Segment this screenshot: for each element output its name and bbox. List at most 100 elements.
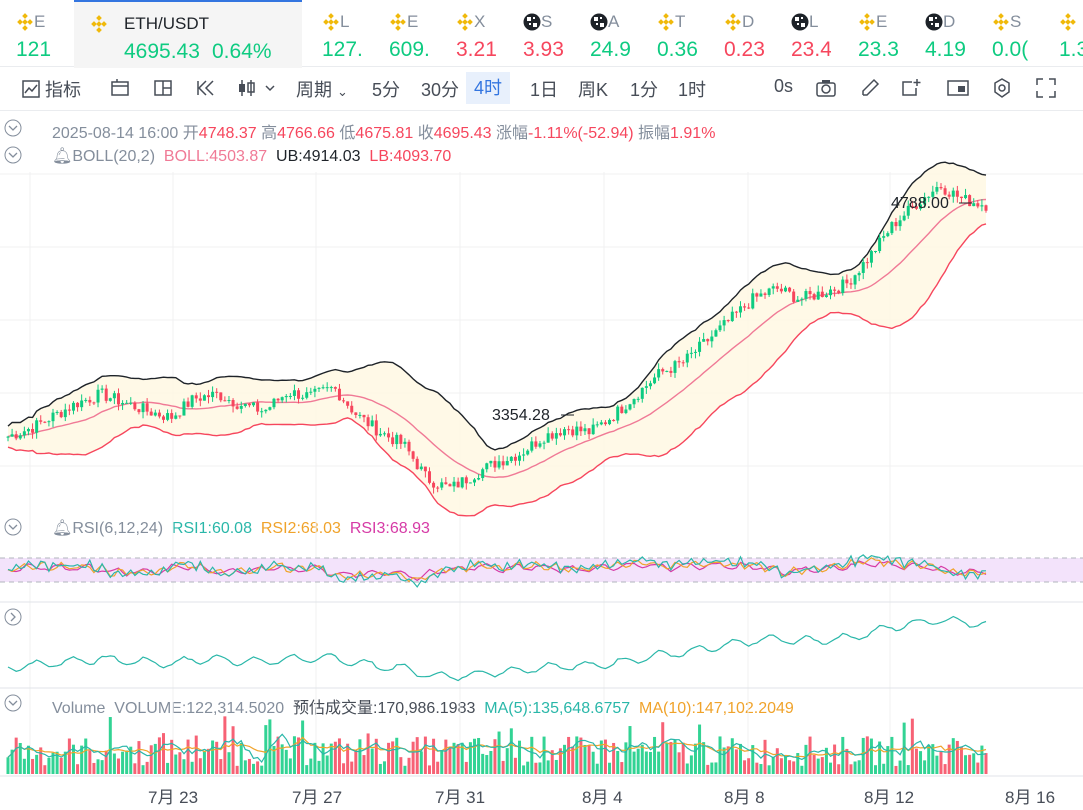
interval-tab[interactable]: 1日 <box>530 80 559 100</box>
volume-bar <box>783 756 787 774</box>
expand-icon[interactable] <box>4 608 22 626</box>
volume-bar <box>235 765 239 774</box>
candle-body <box>812 294 816 300</box>
candle-body <box>919 204 923 209</box>
volume-bar <box>812 754 816 774</box>
candle-body <box>47 421 51 423</box>
volume-bar <box>460 742 464 774</box>
volume-bar <box>231 726 235 774</box>
volume-bar <box>329 743 333 774</box>
candle-type-icon[interactable] <box>238 79 278 97</box>
candle-body <box>96 389 100 403</box>
ticker-item[interactable]: D 4.19 <box>909 0 965 66</box>
fullscreen-icon[interactable] <box>1036 78 1056 98</box>
volume-bar <box>902 722 906 774</box>
candle-body <box>894 222 898 227</box>
ticker-item[interactable]: E 121 <box>0 0 54 66</box>
interval-tab[interactable]: 周K <box>578 80 609 100</box>
ticker-item[interactable]: 1.3 <box>1043 0 1083 66</box>
ticker-item[interactable]: L 23.4 <box>775 0 831 66</box>
volume-bar <box>648 751 652 774</box>
pencil-icon[interactable] <box>860 78 880 98</box>
volume-bar <box>890 736 894 774</box>
boll-mid-line <box>7 198 987 479</box>
x-axis-label: 8月 16 <box>1005 788 1056 807</box>
candle-body <box>824 295 828 298</box>
layout-icon[interactable] <box>110 79 130 97</box>
candlestick-chart[interactable]: 4788.00 3354.28 <box>0 0 1083 780</box>
interval-tab[interactable]: 4时 <box>466 72 511 104</box>
interval-tab[interactable]: 5分 <box>372 80 401 100</box>
volume-bar <box>513 757 517 774</box>
volume-bar <box>599 740 603 774</box>
candle-body <box>354 412 358 415</box>
binance-icon <box>658 13 674 31</box>
collapse-icon[interactable] <box>4 518 22 536</box>
gear-icon[interactable] <box>992 78 1012 98</box>
collapse-icon[interactable] <box>4 694 22 712</box>
interval-tab[interactable]: 30分 <box>421 80 460 100</box>
candle-body <box>792 291 796 302</box>
volume-bar <box>313 742 317 774</box>
volume-bar <box>452 742 456 774</box>
volume-bar <box>710 762 714 774</box>
candle-body <box>231 400 235 407</box>
ticker-item[interactable]: S 0.0( <box>976 0 1032 66</box>
ticker-item[interactable]: A 24.9 <box>574 0 630 66</box>
collapse-icon[interactable] <box>4 119 22 137</box>
add-indicator-icon[interactable] <box>900 78 922 98</box>
ticker-symbol: S <box>541 12 553 31</box>
candle-body <box>432 482 436 488</box>
volume-bar <box>215 741 219 774</box>
ticker-item[interactable]: S 3.93 <box>507 0 563 66</box>
bell-icon[interactable]: 🔔︎ <box>52 148 73 165</box>
volume-bar <box>88 750 92 774</box>
candle-body <box>100 388 104 390</box>
ticker-item[interactable]: D 0.23 <box>708 0 764 66</box>
ticker-item[interactable]: L 127. <box>306 0 362 66</box>
indicators-button[interactable]: 指标 <box>22 76 81 102</box>
ticker-item[interactable]: E 609. <box>373 0 429 66</box>
volume-bar <box>448 747 452 774</box>
candle-body <box>775 286 779 289</box>
volume-bar <box>747 758 751 774</box>
candle-body <box>284 396 288 398</box>
screen-icon[interactable] <box>946 78 970 98</box>
candle-body <box>104 388 108 401</box>
boll-mid-value: BOLL:4503.87 <box>163 148 268 165</box>
change-label: 涨幅 <box>496 125 529 142</box>
rewind-icon[interactable] <box>196 79 216 97</box>
candle-body <box>890 222 894 234</box>
interval-tab[interactable]: 1时 <box>678 80 707 100</box>
ticker-change: 0.64% <box>212 40 272 63</box>
candle-body <box>80 400 84 408</box>
volume-bar <box>943 764 947 774</box>
binance-icon <box>390 13 406 31</box>
period-dropdown[interactable]: 周期 ⌄ <box>296 76 348 102</box>
ticker-symbol: D <box>943 12 956 31</box>
candle-body <box>530 441 534 451</box>
candle-body <box>43 421 47 423</box>
ticker-price: 4.19 <box>925 38 965 61</box>
ticker-item[interactable]: X 3.21 <box>440 0 496 66</box>
ticker-item[interactable]: ETH/USDT 4695.43 0.64% <box>74 0 302 68</box>
volume-bar <box>947 744 951 774</box>
interval-tab[interactable]: 1分 <box>630 80 659 100</box>
volume-bar <box>505 748 509 774</box>
candle-body <box>362 414 366 418</box>
bell-icon[interactable]: 🔔︎ <box>52 520 73 537</box>
grid-icon[interactable] <box>153 79 173 97</box>
candle-body <box>857 272 861 276</box>
candle-body <box>448 484 452 487</box>
volume-bar <box>149 745 153 774</box>
camera-icon[interactable] <box>815 78 837 98</box>
ticker-item[interactable]: T 0.36 <box>641 0 697 66</box>
candle-body <box>702 339 706 342</box>
volume-bar <box>292 736 296 774</box>
volume-bar <box>587 745 591 774</box>
volume-bar <box>841 736 845 774</box>
collapse-icon[interactable] <box>4 146 22 164</box>
candle-body <box>264 409 268 412</box>
volume-bar <box>211 740 215 774</box>
ticker-item[interactable]: E 23.3 <box>842 0 898 66</box>
